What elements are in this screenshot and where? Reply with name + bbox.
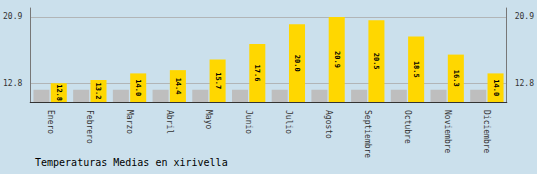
svg-text:12.8: 12.8 [55,84,63,101]
svg-text:16.3: 16.3 [452,70,460,87]
svg-text:Mayo: Mayo [204,110,213,129]
svg-text:20.9: 20.9 [333,51,341,68]
svg-text:15.7: 15.7 [214,72,222,89]
svg-text:13.2: 13.2 [94,83,102,100]
svg-text:Marzo: Marzo [125,110,134,134]
svg-text:Diciembre: Diciembre [482,110,491,154]
svg-text:12.8: 12.8 [515,79,534,88]
svg-text:Julio: Julio [284,110,293,134]
svg-text:Febrero: Febrero [85,110,94,144]
svg-text:Agosto: Agosto [324,110,333,139]
svg-text:14.0: 14.0 [134,79,142,96]
svg-text:18.5: 18.5 [412,61,420,78]
svg-text:17.6: 17.6 [253,65,261,82]
svg-text:Abril: Abril [165,110,174,134]
svg-text:20.5: 20.5 [372,53,380,70]
svg-text:12.8: 12.8 [3,79,22,88]
svg-text:Junio: Junio [244,110,253,134]
svg-text:Septiembre: Septiembre [363,110,372,158]
svg-text:20.0: 20.0 [293,55,301,72]
svg-text:Octubre: Octubre [403,110,412,144]
svg-text:Temperaturas Medias en xirivel: Temperaturas Medias en xirivella [35,157,228,168]
svg-text:14.0: 14.0 [492,79,500,96]
svg-text:14.4: 14.4 [174,78,182,95]
svg-text:20.9: 20.9 [515,12,534,21]
svg-text:Noviembre: Noviembre [443,110,452,154]
svg-text:Enero: Enero [46,110,55,134]
svg-text:20.9: 20.9 [3,12,22,21]
